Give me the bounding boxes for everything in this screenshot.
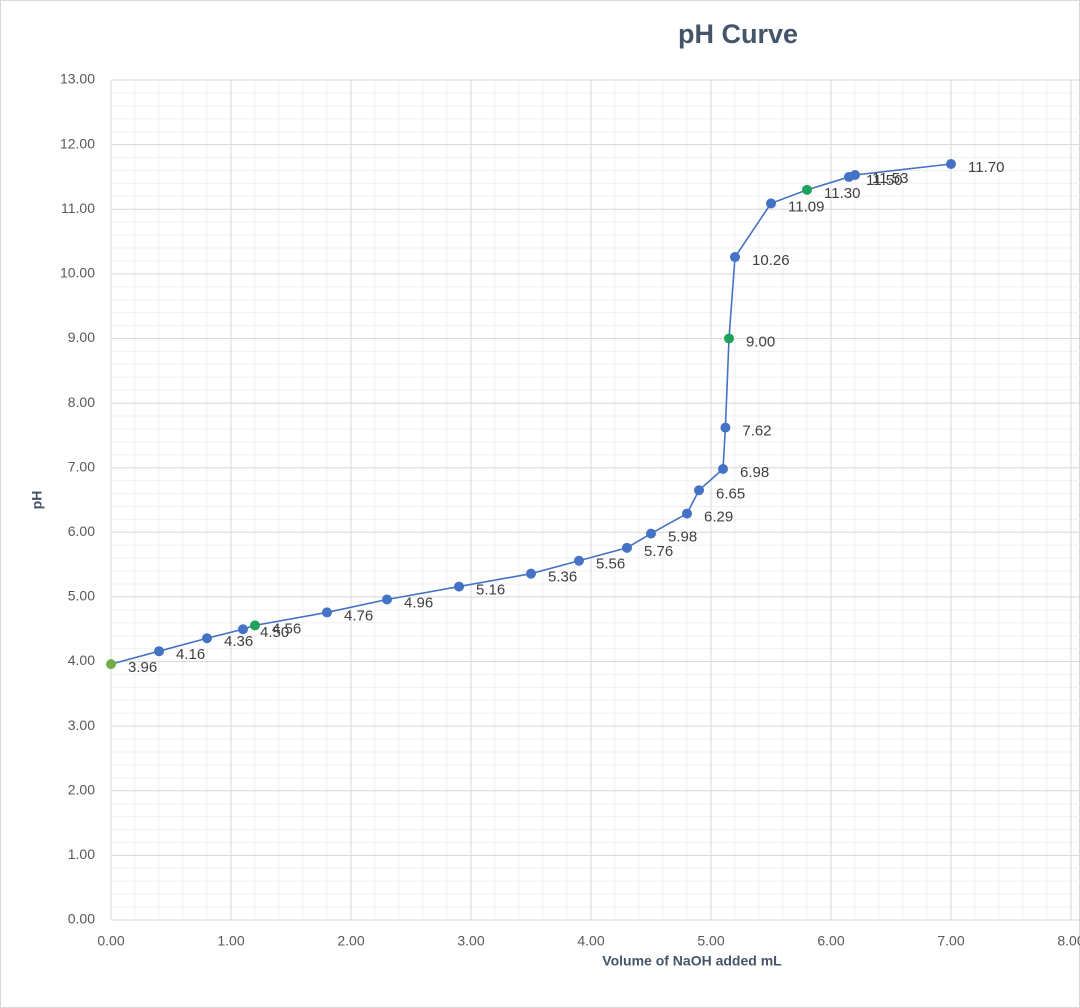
data-point: [154, 646, 164, 657]
data-label: 3.96: [128, 659, 157, 676]
data-point: [730, 252, 740, 263]
x-tick-label: 7.00: [937, 933, 964, 949]
data-label: 5.98: [668, 529, 697, 546]
data-label: 4.96: [404, 594, 433, 611]
x-tick-label: 3.00: [457, 933, 484, 949]
x-axis-title: Volume of NaOH added mL: [602, 953, 782, 969]
marks: 3.96 4.16 4.36 4.504.56 4.76 4.96 5.16 5.36 5.56…: [106, 159, 1004, 676]
data-point: [850, 169, 860, 180]
data-point: [238, 624, 248, 635]
y-tick-label: 6.00: [68, 523, 95, 539]
data-point: [622, 542, 632, 553]
data-label: 4.50: [260, 624, 289, 641]
y-tick-label: 13.00: [60, 71, 95, 87]
data-point: [250, 620, 260, 631]
data-label: 5.56: [596, 556, 625, 573]
x-tick-label: 6.00: [817, 933, 844, 949]
data-point: [574, 555, 584, 566]
data-point: [718, 463, 728, 474]
x-tick-label: 8.00: [1057, 933, 1080, 949]
data-label: 5.36: [548, 569, 577, 586]
data-label: 11.30: [824, 185, 860, 202]
data-point: [694, 485, 704, 496]
data-label: 5.16: [476, 582, 505, 599]
data-label: 4.76: [344, 607, 373, 624]
data-label: 4.56: [272, 620, 301, 637]
chart-title: pH Curve: [678, 19, 798, 49]
y-tick-label: 0.00: [68, 911, 95, 927]
data-point: [382, 594, 392, 605]
data-label: 10.26: [752, 252, 790, 269]
x-tick-label: 2.00: [337, 933, 364, 949]
y-tick-label: 5.00: [68, 588, 95, 604]
y-tick-label: 8.00: [68, 394, 95, 410]
y-tick-label: 10.00: [60, 265, 95, 281]
x-tick-label: 0.00: [97, 933, 124, 949]
data-label: 11.50: [866, 172, 902, 189]
y-tick-label: 9.00: [68, 329, 95, 345]
data-point: [106, 659, 116, 670]
data-label: 7.62: [742, 423, 771, 440]
data-point: [766, 198, 776, 209]
data-point: [724, 333, 734, 344]
y-tick-label: 3.00: [68, 717, 95, 733]
y-tick-label: 1.00: [68, 846, 95, 862]
data-label: 11.53: [872, 170, 908, 187]
data-label: 6.98: [740, 464, 769, 481]
data-label: 11.70: [968, 159, 1004, 176]
data-point: [802, 184, 812, 195]
data-label: 6.29: [704, 509, 733, 526]
data-point: [454, 581, 464, 592]
data-point: [946, 159, 956, 169]
y-tick-label: 12.00: [60, 135, 95, 151]
y-tick-label: 2.00: [68, 781, 95, 797]
data-label: 11.09: [788, 198, 824, 215]
y-tick-label: 7.00: [68, 458, 95, 474]
x-tick-label: 1.00: [217, 933, 244, 949]
data-label: 5.76: [644, 543, 673, 560]
data-point: [322, 607, 332, 618]
x-tick-label: 4.00: [577, 933, 604, 949]
data-point: [720, 422, 731, 433]
data-label: 4.16: [176, 646, 205, 663]
grid: [110, 79, 1080, 921]
data-point: [202, 633, 212, 644]
data-label: 9.00: [746, 333, 775, 350]
data-label: 6.65: [716, 485, 745, 502]
y-tick-label: 11.00: [61, 200, 95, 216]
data-label: 4.36: [224, 633, 253, 650]
data-point: [646, 528, 656, 539]
data-point: [526, 568, 536, 579]
data-point: [682, 508, 692, 519]
y-axis-title: pH: [29, 491, 45, 510]
x-tick-label: 5.00: [697, 933, 724, 949]
y-tick-label: 4.00: [68, 652, 95, 668]
